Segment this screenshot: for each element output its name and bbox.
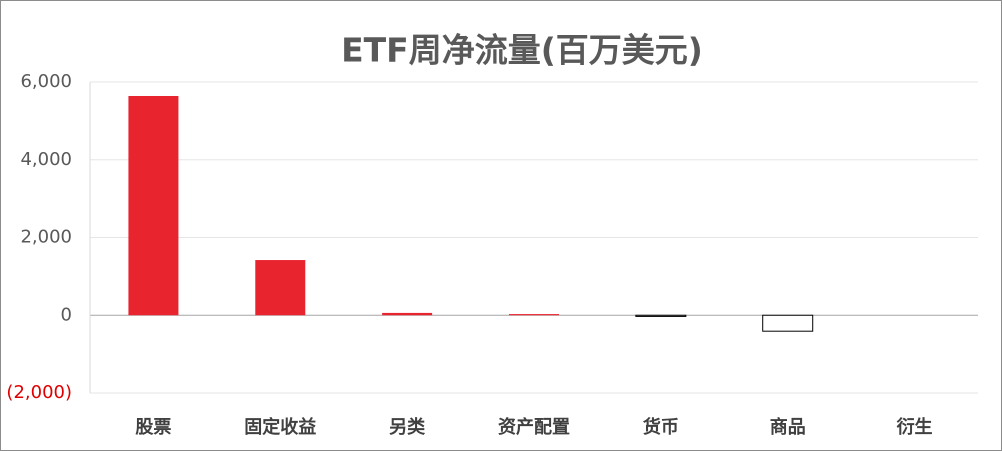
bar: [509, 314, 559, 316]
x-tick-label: 另类: [389, 416, 426, 438]
bar: [762, 314, 814, 332]
x-tick-label: 资产配置: [498, 416, 570, 438]
bar: [635, 314, 687, 317]
x-tick-label: 货币: [643, 416, 679, 438]
chart-title: ETF周净流量(百万美元): [341, 31, 703, 70]
bar: [128, 95, 179, 316]
x-tick-label: 衍生: [897, 416, 933, 438]
bar: [382, 312, 433, 316]
x-tick-label: 股票: [134, 417, 171, 438]
y-tick-label: (2,000): [6, 382, 72, 403]
y-tick-label: 2,000: [20, 227, 72, 248]
x-tick-label: 固定收益: [244, 416, 316, 438]
y-tick-label: 4,000: [20, 149, 72, 170]
bar: [255, 260, 306, 316]
y-tick-label: 6,000: [20, 71, 72, 92]
x-tick-label: 商品: [770, 416, 806, 438]
y-tick-label: 0: [61, 304, 72, 325]
